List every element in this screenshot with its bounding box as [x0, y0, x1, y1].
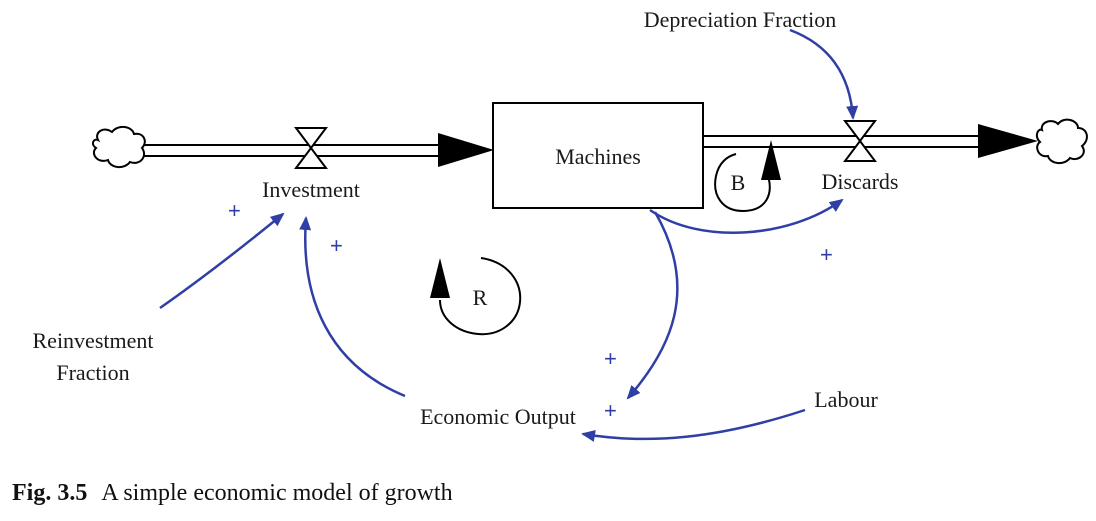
reinvestment-fraction-label-line1: Reinvestment — [33, 328, 154, 353]
figure-caption: Fig. 3.5 A simple economic model of growt… — [12, 480, 453, 507]
depreciation-fraction-label: Depreciation Fraction — [644, 7, 836, 32]
figure-number: Fig. 3.5 — [12, 480, 87, 506]
investment-valve-icon — [296, 128, 326, 168]
figure-caption-text: A simple economic model of growth — [101, 480, 452, 506]
balancing-loop-icon: B — [715, 140, 781, 211]
source-cloud-icon — [93, 127, 145, 167]
polarity-machines-output: + — [604, 346, 617, 371]
link-machines-to-output — [628, 212, 677, 398]
discards-valve-icon — [845, 121, 875, 161]
polarity-reinvestment: + — [228, 198, 241, 223]
polarity-labour-output: + — [604, 398, 617, 423]
polarity-output-investment: + — [330, 233, 343, 258]
reinvestment-fraction-label-line2: Fraction — [56, 360, 129, 385]
discards-flow-pipe — [704, 124, 1038, 158]
outflow-arrowhead — [978, 124, 1038, 158]
investment-label: Investment — [262, 177, 360, 202]
discards-label: Discards — [822, 169, 899, 194]
labour-label: Labour — [814, 387, 878, 412]
loop-b-label: B — [731, 170, 746, 195]
link-depreciation-to-discards — [790, 30, 853, 118]
sink-cloud-icon — [1037, 120, 1087, 163]
machines-label: Machines — [555, 144, 641, 169]
economic-output-label: Economic Output — [420, 404, 576, 429]
link-output-to-investment — [305, 218, 405, 396]
inflow-arrowhead — [438, 133, 494, 167]
reinforcing-loop-icon: R — [430, 258, 520, 334]
polarity-machines-discards: + — [820, 242, 833, 267]
loop-r-label: R — [473, 285, 488, 310]
link-reinvestment-to-investment — [160, 214, 283, 308]
